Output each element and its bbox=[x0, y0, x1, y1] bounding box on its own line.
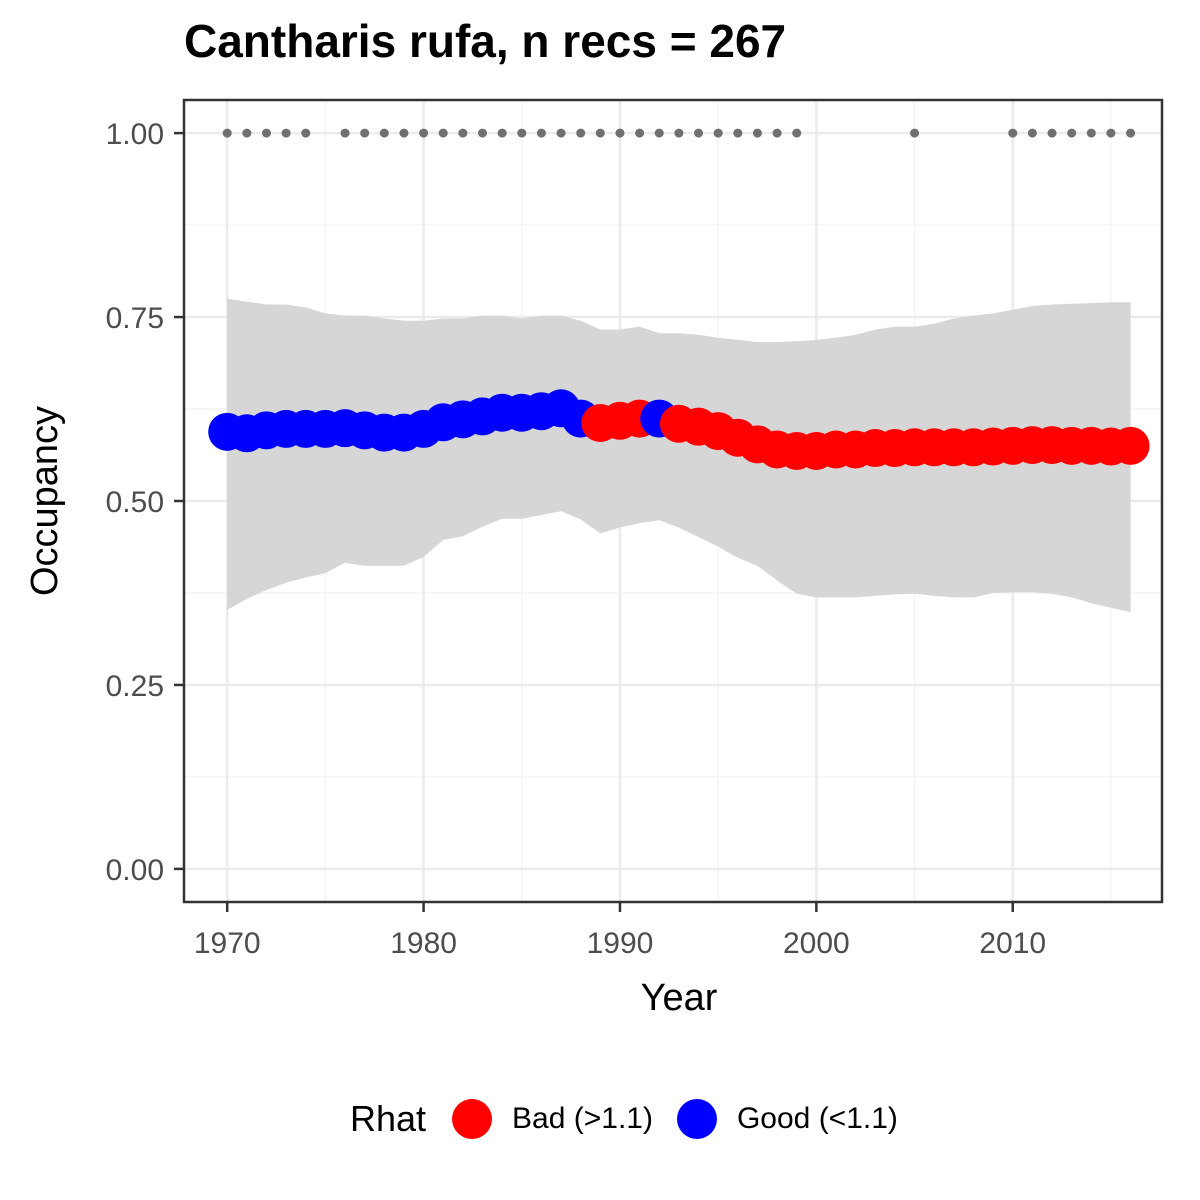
record-dot bbox=[340, 128, 350, 138]
record-dot bbox=[792, 128, 802, 138]
x-tick-label: 1980 bbox=[390, 927, 457, 960]
ci-ribbon bbox=[227, 298, 1131, 613]
record-dot bbox=[1008, 128, 1018, 138]
record-dot bbox=[419, 128, 429, 138]
y-tick-label: 0.25 bbox=[106, 670, 164, 703]
legend-key-good bbox=[676, 1099, 717, 1139]
y-tick-label: 0.50 bbox=[106, 486, 164, 519]
record-dot bbox=[772, 128, 782, 138]
record-dot bbox=[261, 128, 271, 138]
axes: 1970 1980 1990 2000 2010 0.00 0.25 0.50 0.75 1.00 bbox=[106, 118, 1047, 960]
legend-label-good: Good (<1.1) bbox=[736, 1102, 898, 1135]
record-dot bbox=[733, 128, 743, 138]
record-markers bbox=[222, 128, 1136, 138]
record-dot bbox=[1126, 128, 1136, 138]
chart-title: Cantharis rufa, n recs = 267 bbox=[184, 15, 787, 67]
record-dot bbox=[1047, 128, 1057, 138]
y-tick-label: 0.75 bbox=[106, 302, 164, 335]
legend-label-bad: Bad (>1.1) bbox=[512, 1102, 653, 1135]
record-dot bbox=[536, 128, 546, 138]
record-dot bbox=[910, 128, 920, 138]
x-tick-label: 1990 bbox=[587, 927, 654, 960]
record-dot bbox=[576, 128, 586, 138]
record-dot bbox=[1027, 128, 1037, 138]
record-dot bbox=[222, 128, 232, 138]
x-tick-label: 2010 bbox=[979, 927, 1046, 960]
record-dot bbox=[497, 128, 507, 138]
record-dot bbox=[1067, 128, 1077, 138]
x-tick-label: 2000 bbox=[783, 927, 850, 960]
legend-key-bad bbox=[452, 1099, 493, 1139]
record-dot bbox=[517, 128, 527, 138]
record-dot bbox=[556, 128, 566, 138]
record-dot bbox=[458, 128, 468, 138]
record-dot bbox=[379, 128, 389, 138]
record-dot bbox=[478, 128, 488, 138]
record-dot bbox=[399, 128, 409, 138]
x-tick-label: 1970 bbox=[194, 927, 261, 960]
occupancy-points bbox=[208, 389, 1150, 470]
y-tick-label: 1.00 bbox=[106, 118, 164, 151]
record-dot bbox=[654, 128, 664, 138]
y-axis-title: Occupancy bbox=[24, 406, 66, 596]
x-axis-title: Year bbox=[641, 977, 718, 1019]
record-dot bbox=[242, 128, 252, 138]
record-dot bbox=[752, 128, 762, 138]
record-dot bbox=[360, 128, 370, 138]
legend: Rhat Bad (>1.1) Good (<1.1) bbox=[350, 1094, 922, 1144]
credible-interval-ribbon bbox=[227, 298, 1131, 613]
record-dot bbox=[438, 128, 448, 138]
record-dot bbox=[694, 128, 704, 138]
record-dot bbox=[674, 128, 684, 138]
record-dot bbox=[1106, 128, 1116, 138]
legend-title: Rhat bbox=[350, 1098, 427, 1139]
record-dot bbox=[635, 128, 645, 138]
record-dot bbox=[281, 128, 291, 138]
occupancy-point-bad bbox=[1111, 426, 1150, 465]
record-dot bbox=[615, 128, 625, 138]
record-dot bbox=[1086, 128, 1096, 138]
record-dot bbox=[301, 128, 311, 138]
record-dot bbox=[595, 128, 605, 138]
y-tick-label: 0.00 bbox=[106, 854, 164, 887]
record-dot bbox=[713, 128, 723, 138]
